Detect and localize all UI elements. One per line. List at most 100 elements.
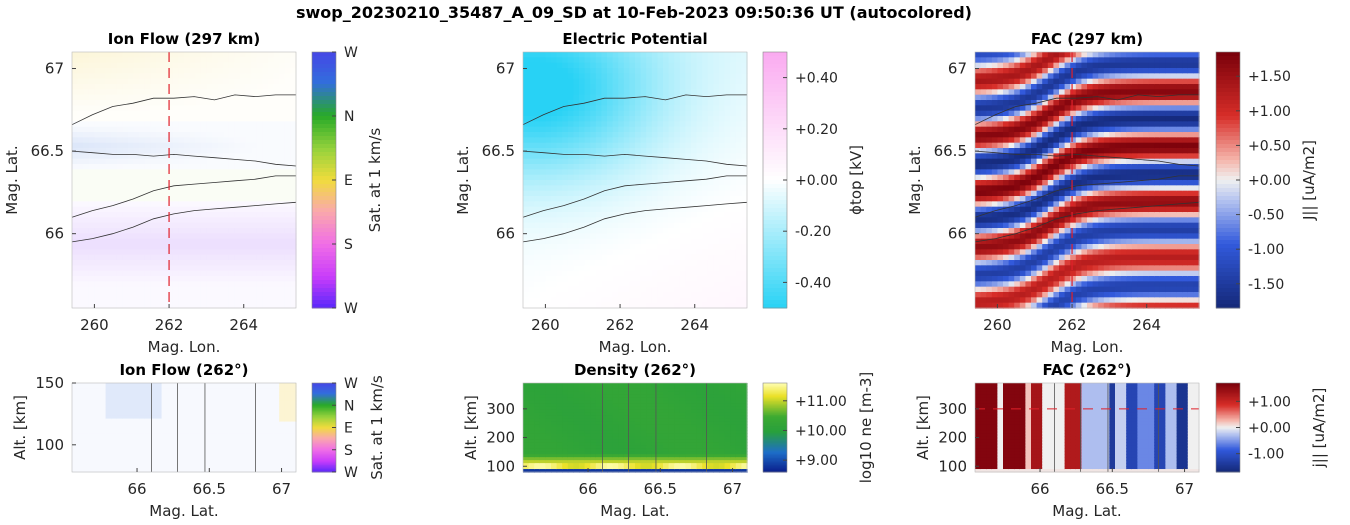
heatmap-cell [240, 105, 247, 112]
heatmap-cell [1070, 84, 1077, 90]
heatmap-cell [290, 62, 297, 69]
heatmap-cell [1047, 100, 1054, 106]
heatmap-cell [612, 222, 619, 229]
heatmap-cell [1014, 164, 1021, 170]
heatmap-cell [691, 190, 698, 197]
heatmap-cell [719, 297, 726, 304]
heatmap-cell [156, 265, 163, 272]
heatmap-cell [1070, 164, 1077, 170]
heatmap-cell [88, 73, 95, 80]
heatmap-cell [1031, 89, 1038, 96]
heatmap-cell [228, 142, 235, 149]
heatmap-cell [640, 148, 647, 154]
heatmap-cell [601, 190, 608, 197]
heatmap-cell [256, 100, 263, 106]
heatmap-cell [1008, 222, 1015, 229]
heatmap-cell [100, 84, 107, 90]
heatmap-cell [189, 126, 196, 133]
heatmap-cell [719, 169, 726, 176]
heatmap-cell [539, 249, 546, 256]
heatmap-cell [685, 148, 692, 154]
heatmap-cell [111, 62, 118, 69]
heatmap-cell [629, 148, 636, 154]
heatmap-cell [178, 212, 185, 218]
heatmap-cell [156, 158, 163, 165]
heatmap-cell [646, 201, 653, 208]
colorbar-segment [763, 80, 787, 85]
heatmap-cell [279, 286, 286, 293]
heatmap-cell [94, 62, 101, 69]
heatmap-cell [212, 137, 219, 144]
heatmap-cell [980, 270, 987, 277]
heatmap-cell [640, 254, 647, 261]
heatmap-cell [273, 174, 280, 181]
heatmap-cell [116, 73, 123, 80]
heatmap-cell [122, 196, 129, 202]
heatmap-cell [573, 190, 580, 197]
heatmap-cell [256, 217, 263, 224]
heatmap-cell [200, 281, 207, 288]
heatmap-cell [212, 62, 219, 69]
heatmap-cell [679, 153, 686, 160]
heatmap-cell [256, 89, 263, 96]
heatmap-cell [646, 137, 653, 144]
heatmap-cell [262, 217, 269, 224]
heatmap-cell [539, 260, 546, 266]
heatmap-cell [1064, 68, 1071, 74]
heatmap-cell [139, 270, 146, 277]
heatmap-cell [1047, 233, 1054, 240]
heatmap-cell [595, 206, 602, 213]
heatmap-cell [735, 222, 742, 229]
heatmap-cell [240, 52, 247, 58]
heatmap-cell [279, 62, 286, 69]
heatmap-cell [986, 260, 993, 266]
heatmap-cell [1003, 94, 1010, 101]
heatmap-cell [556, 206, 563, 213]
heatmap-cell [997, 260, 1004, 266]
heatmap-cell [713, 100, 720, 106]
heatmap-cell [735, 286, 742, 293]
heatmap-cell [975, 169, 982, 176]
heatmap-cell [663, 94, 670, 101]
heatmap-cell [584, 190, 591, 197]
heatmap-cell [991, 265, 998, 272]
heatmap-cell [629, 62, 636, 69]
heatmap-cell [601, 169, 608, 176]
heatmap-cell [1070, 110, 1077, 117]
heatmap-cell [189, 238, 196, 245]
heatmap-cell [741, 180, 748, 186]
heatmap-cell [635, 270, 642, 277]
heatmap-cell [1019, 222, 1026, 229]
heatmap-cell [640, 233, 647, 240]
heatmap-cell [545, 84, 552, 90]
heatmap-cell [539, 84, 546, 90]
heatmap-cell [562, 222, 569, 229]
heatmap-cell [607, 142, 614, 149]
heatmap-cell [1064, 132, 1071, 138]
heatmap-cell [674, 185, 681, 192]
heatmap-cell [579, 78, 586, 85]
heatmap-cell [212, 105, 219, 112]
heatmap-cell [100, 249, 107, 256]
colorbar-segment [312, 112, 336, 117]
heatmap-cell [172, 249, 179, 256]
heatmap-cell [567, 222, 574, 229]
heatmap-cell [696, 212, 703, 218]
heatmap-cell [122, 206, 129, 213]
heatmap-cell [262, 286, 269, 293]
heatmap-cell [144, 201, 151, 208]
heatmap-cell [144, 116, 151, 122]
heatmap-cell [217, 206, 224, 213]
heatmap-cell [534, 137, 541, 144]
heatmap-cell [111, 84, 118, 90]
heatmap-cell [623, 292, 630, 298]
heatmap-cell [273, 100, 280, 106]
heatmap-cell [623, 297, 630, 304]
heatmap-cell [590, 84, 597, 90]
heatmap-cell [534, 94, 541, 101]
heatmap-cell [100, 228, 107, 234]
colorbar-tick-label: W [344, 45, 358, 61]
heatmap-cell [595, 116, 602, 122]
heatmap-cell [685, 137, 692, 144]
